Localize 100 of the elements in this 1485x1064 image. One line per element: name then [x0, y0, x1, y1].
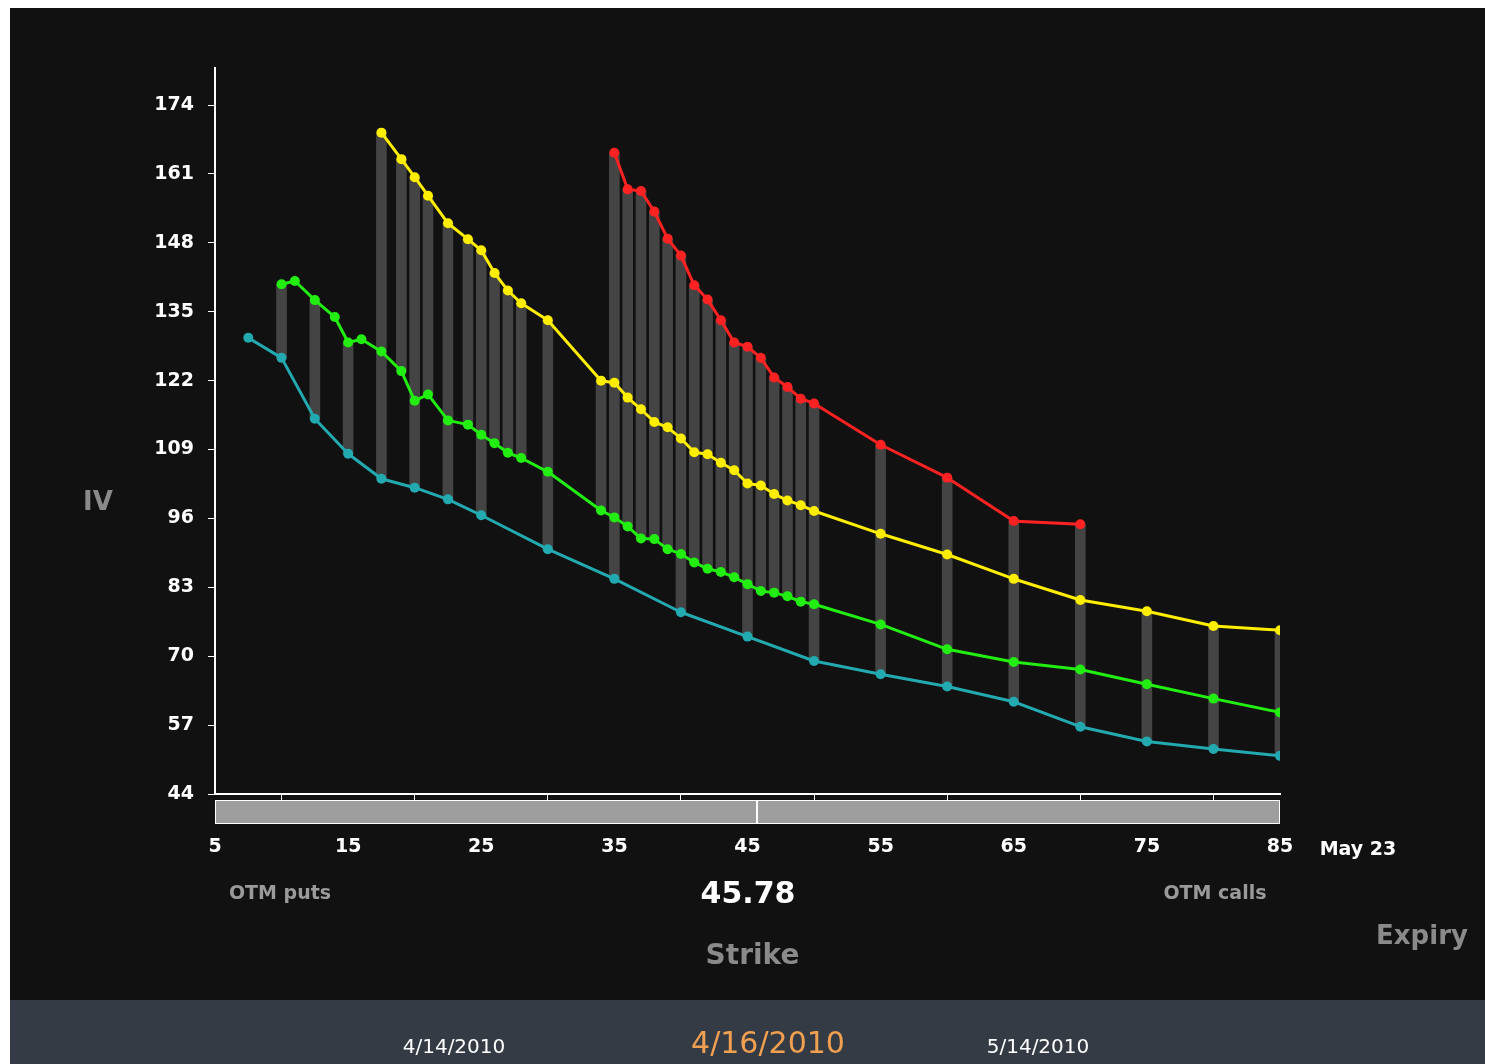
point — [875, 669, 886, 680]
point — [356, 334, 367, 345]
point — [769, 489, 780, 500]
y-tick-label: 161 — [154, 160, 194, 183]
point — [769, 587, 780, 598]
point — [516, 453, 527, 464]
point — [1008, 516, 1019, 527]
text: 45.78 — [700, 874, 796, 910]
point — [675, 250, 686, 261]
point — [675, 607, 686, 618]
x-axis-title: Strike — [705, 938, 800, 972]
point — [409, 482, 420, 493]
point — [715, 457, 726, 468]
point — [942, 549, 953, 560]
point — [649, 416, 660, 427]
point — [1208, 621, 1219, 632]
y-tick-label: 44 — [167, 780, 194, 803]
point — [423, 190, 433, 201]
point — [622, 184, 633, 195]
point — [795, 500, 806, 511]
point — [442, 218, 453, 229]
point — [376, 346, 387, 357]
point — [782, 495, 793, 506]
point — [1141, 736, 1152, 747]
point — [609, 512, 620, 523]
bar — [715, 319, 727, 573]
point — [376, 473, 387, 484]
bar — [675, 255, 687, 613]
x-tick-label: 75 — [1133, 834, 1161, 857]
text: Expiry — [1376, 920, 1468, 950]
point — [462, 234, 473, 245]
bar — [782, 386, 793, 597]
bar — [635, 190, 647, 539]
bar — [396, 158, 407, 372]
point — [1208, 693, 1219, 704]
x-tick-label: 25 — [468, 834, 495, 857]
bar — [515, 302, 527, 459]
point — [376, 127, 387, 138]
point — [636, 404, 646, 415]
point — [609, 377, 620, 388]
point — [795, 393, 806, 404]
point — [809, 506, 820, 517]
point — [1075, 721, 1086, 732]
bar — [742, 346, 753, 637]
point — [755, 480, 766, 491]
point — [409, 172, 420, 183]
point — [649, 206, 660, 217]
point — [755, 352, 766, 363]
point — [742, 478, 753, 489]
point — [742, 631, 753, 642]
point — [309, 413, 320, 424]
point — [729, 465, 740, 476]
y-tick-label: 83 — [167, 574, 194, 597]
y-axis-title: IV — [83, 485, 113, 516]
point — [715, 315, 726, 326]
point — [875, 439, 886, 450]
bar — [542, 319, 554, 550]
x-tick-label: 15 — [334, 834, 362, 857]
point — [942, 644, 953, 655]
bar — [795, 398, 807, 602]
point — [942, 472, 953, 483]
point — [782, 591, 793, 602]
text: 5/14/2010 — [986, 1034, 1090, 1058]
y-tick-label: 122 — [154, 367, 194, 390]
x-tick-label: 65 — [1000, 834, 1027, 857]
point — [809, 398, 820, 409]
point — [689, 557, 700, 568]
point — [675, 548, 686, 559]
bar — [768, 377, 780, 593]
point — [489, 268, 500, 279]
point — [1075, 595, 1086, 606]
bar — [702, 299, 713, 570]
text: May 23 — [1319, 837, 1397, 859]
point — [1075, 664, 1086, 675]
point — [542, 544, 553, 555]
point — [396, 154, 407, 165]
point — [442, 415, 453, 426]
point — [1008, 573, 1019, 584]
text: 4/14/2010 — [402, 1034, 506, 1058]
y-tick-label: 57 — [167, 712, 194, 735]
y-tick-label: 96 — [167, 505, 194, 528]
point — [502, 447, 513, 458]
point — [942, 681, 953, 692]
x-tick-label: 5 — [208, 834, 222, 857]
point — [662, 422, 673, 433]
point — [689, 280, 700, 291]
point — [596, 375, 607, 386]
bar — [622, 189, 634, 527]
point — [542, 466, 553, 477]
bar — [728, 342, 740, 578]
bar — [376, 132, 387, 480]
point — [1208, 743, 1219, 754]
point — [729, 572, 740, 583]
point — [622, 521, 633, 532]
point — [675, 433, 686, 444]
point — [609, 147, 620, 158]
point — [409, 395, 420, 406]
point — [343, 448, 354, 459]
bar — [489, 272, 500, 444]
bar — [875, 444, 886, 675]
